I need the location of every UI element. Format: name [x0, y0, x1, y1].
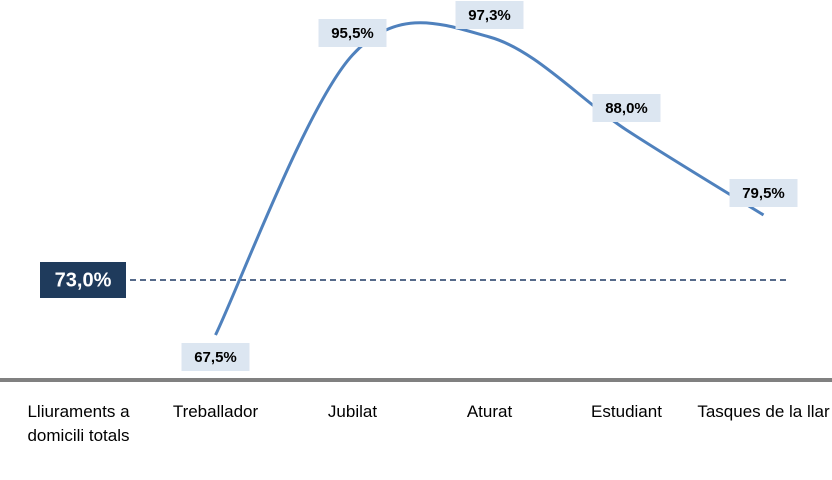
x-tick-label: Lliuraments a domicili totals	[27, 402, 130, 445]
x-tick-label: Estudiant	[591, 402, 662, 421]
value-label-box	[592, 94, 661, 122]
x-tick-label: Tasques de la llar	[697, 402, 830, 421]
value-label: 79,5%	[742, 185, 785, 202]
value-label: 67,5%	[194, 349, 237, 366]
value-label-box	[181, 343, 250, 371]
reference-box	[40, 262, 126, 298]
value-label-box	[318, 19, 387, 47]
value-label-box	[729, 179, 798, 207]
value-label: 97,3%	[468, 7, 511, 24]
value-label: 95,5%	[331, 25, 374, 42]
series-line	[214, 21, 765, 336]
x-tick-label: Treballador	[172, 402, 259, 421]
x-tick-label: Aturat	[466, 402, 513, 421]
value-label: 88,0%	[605, 100, 648, 117]
reference-label: 73,0%	[55, 269, 112, 291]
x-tick-label: Jubilat	[327, 402, 378, 421]
value-label-box	[455, 1, 524, 29]
